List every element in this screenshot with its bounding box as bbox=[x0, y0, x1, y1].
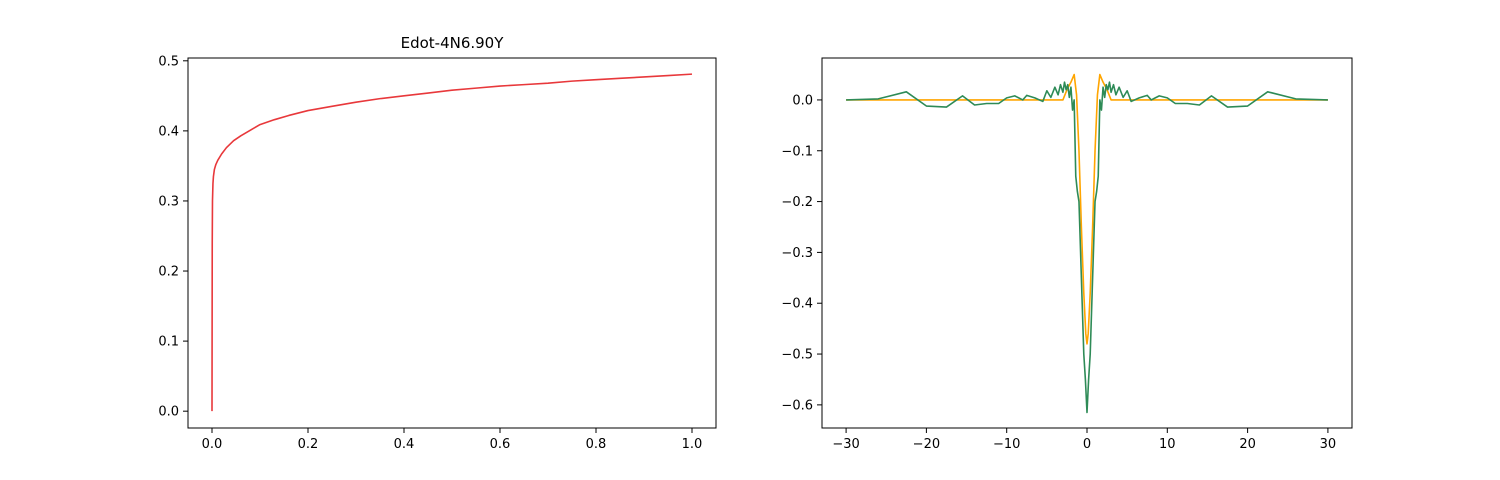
left-plot-frame bbox=[187, 57, 717, 429]
left-axis-ticks: 0.0 0.2 0.4 0.6 0.8 1.0 0.0 0.1 0.2 0.3 0.4 0.5 bbox=[158, 54, 702, 452]
left-y-tick-label: 0.4 bbox=[158, 124, 179, 139]
right-x-tick-label: −20 bbox=[913, 437, 940, 452]
right-panel: −30 −20 −10 0 10 20 30 0.0 −0.1 −0.2 −0.3 −0.4 −0.5 −… bbox=[781, 57, 1353, 452]
right-y-tick-label: −0.2 bbox=[781, 195, 813, 210]
left-x-tick-label: 0.6 bbox=[490, 437, 511, 452]
right-plot-frame bbox=[821, 57, 1353, 429]
right-axis-ticks: −30 −20 −10 0 10 20 30 0.0 −0.1 −0.2 −0.3 −0.4 −0.5 −… bbox=[781, 93, 1336, 452]
right-x-tick-label: 30 bbox=[1320, 437, 1337, 452]
right-series-line-1 bbox=[846, 81, 1328, 414]
right-y-tick-label: −0.6 bbox=[781, 398, 813, 413]
left-panel: Edot-4N6.90Y 0.0 0.2 0.4 0.6 0.8 1.0 0.0 0.1 0.2… bbox=[158, 34, 717, 452]
left-y-tick-label: 0.1 bbox=[158, 335, 179, 350]
right-x-tick-label: 0 bbox=[1083, 437, 1091, 452]
right-x-tick-label: −10 bbox=[993, 437, 1020, 452]
right-x-tick-label: −30 bbox=[832, 437, 859, 452]
left-y-tick-label: 0.3 bbox=[158, 194, 179, 209]
left-series-line-0 bbox=[211, 73, 693, 412]
right-y-tick-label: −0.5 bbox=[781, 348, 813, 363]
right-series-lines bbox=[846, 73, 1328, 414]
left-series-lines bbox=[211, 73, 693, 412]
left-x-tick-label: 0.0 bbox=[202, 437, 223, 452]
right-y-tick-label: −0.4 bbox=[781, 297, 813, 312]
left-x-tick-label: 1.0 bbox=[682, 437, 703, 452]
left-x-tick-label: 0.8 bbox=[586, 437, 607, 452]
right-series-line-0 bbox=[846, 73, 1328, 345]
left-x-tick-label: 0.4 bbox=[394, 437, 415, 452]
left-x-tick-label: 0.2 bbox=[298, 437, 319, 452]
right-y-tick-label: −0.3 bbox=[781, 246, 813, 261]
left-y-tick-label: 0.5 bbox=[158, 54, 179, 69]
right-x-tick-label: 10 bbox=[1159, 437, 1176, 452]
left-chart-title: Edot-4N6.90Y bbox=[401, 34, 505, 52]
right-y-tick-label: 0.0 bbox=[792, 93, 813, 108]
right-y-tick-label: −0.1 bbox=[781, 144, 813, 159]
left-y-tick-label: 0.2 bbox=[158, 265, 179, 280]
right-x-tick-label: 20 bbox=[1239, 437, 1256, 452]
left-y-tick-label: 0.0 bbox=[158, 405, 179, 420]
